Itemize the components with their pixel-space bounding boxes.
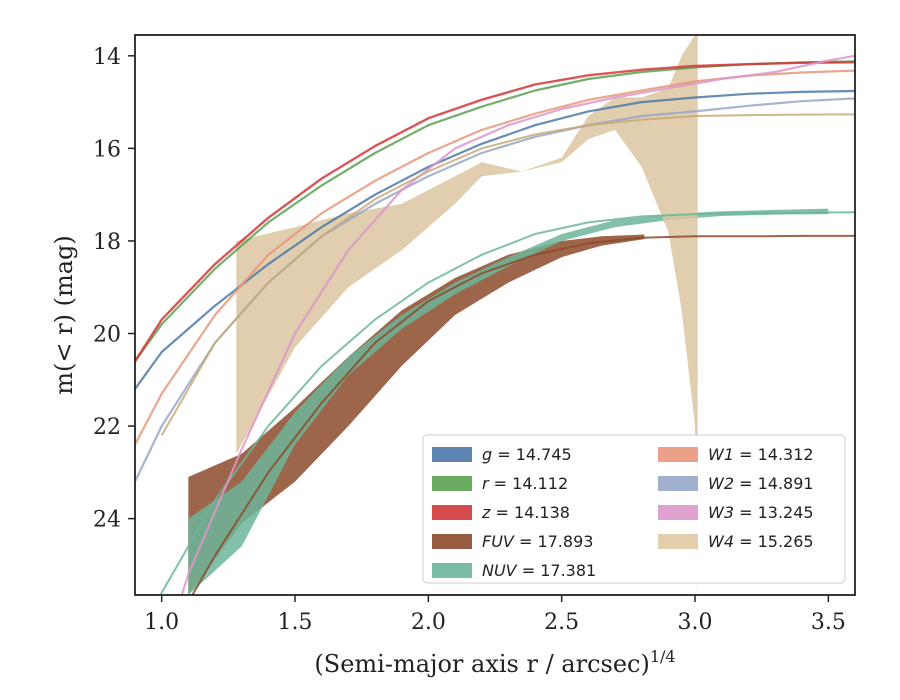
legend-swatch xyxy=(432,563,472,578)
series-w3-line xyxy=(180,54,855,595)
legend-label: z = 14.138 xyxy=(481,503,570,522)
legend-label: NUV = 17.381 xyxy=(482,561,596,580)
series-z-line xyxy=(135,61,855,362)
legend-swatch xyxy=(658,447,698,462)
legend-swatch xyxy=(658,476,698,491)
lines-layer xyxy=(135,54,855,595)
series-g-line xyxy=(135,89,855,390)
y-tick-label: 24 xyxy=(93,508,121,533)
legend-label: W1 = 14.312 xyxy=(708,445,814,464)
legend-label: W3 = 13.245 xyxy=(708,503,814,522)
legend-swatch xyxy=(432,476,472,491)
x-tick-label: 2.0 xyxy=(411,610,446,635)
x-tick-label: 1.5 xyxy=(278,610,313,635)
y-axis: 14 16 18 20 22 24 xyxy=(93,45,135,533)
y-tick-label: 22 xyxy=(93,415,121,440)
x-tick-label: 3.5 xyxy=(811,610,846,635)
y-tick-label: 14 xyxy=(93,45,121,70)
legend-label: r = 14.112 xyxy=(482,474,568,493)
legend-label: W4 = 15.265 xyxy=(708,532,814,551)
x-tick-label: 2.5 xyxy=(544,610,579,635)
legend-label: FUV = 17.893 xyxy=(482,532,593,551)
legend-swatch xyxy=(432,505,472,520)
series-nuv-line xyxy=(159,211,855,595)
legend-swatch xyxy=(658,505,698,520)
legend-box xyxy=(422,434,846,584)
nuv-band xyxy=(188,208,829,595)
y-tick-label: 16 xyxy=(93,137,121,162)
x-axis-label: (Semi-major axis r / arcsec)1/4 xyxy=(314,647,675,678)
series-fuv-line xyxy=(191,234,855,595)
x-tick-label: 1.0 xyxy=(144,610,179,635)
legend: g = 14.745 r = 14.112 z = 14.138 FUV = 17.8… xyxy=(422,434,846,584)
legend-swatch xyxy=(432,534,472,549)
x-axis-label-superscript: 1/4 xyxy=(650,647,676,666)
series-w4-line xyxy=(160,113,855,436)
x-tick-label: 3.0 xyxy=(678,610,713,635)
legend-label: g = 14.745 xyxy=(482,445,572,464)
legend-swatch xyxy=(432,447,472,462)
plot-frame xyxy=(134,34,856,596)
y-axis-label: m(< r) (mag) xyxy=(50,235,78,394)
bands-layer xyxy=(188,35,829,595)
x-axis: 1.0 1.5 2.0 2.5 3.0 3.5 xyxy=(144,595,846,635)
y-tick-label: 20 xyxy=(93,323,121,348)
y-tick-label: 18 xyxy=(93,230,121,255)
legend-swatch xyxy=(658,534,698,549)
legend-label: W2 = 14.891 xyxy=(708,474,814,493)
